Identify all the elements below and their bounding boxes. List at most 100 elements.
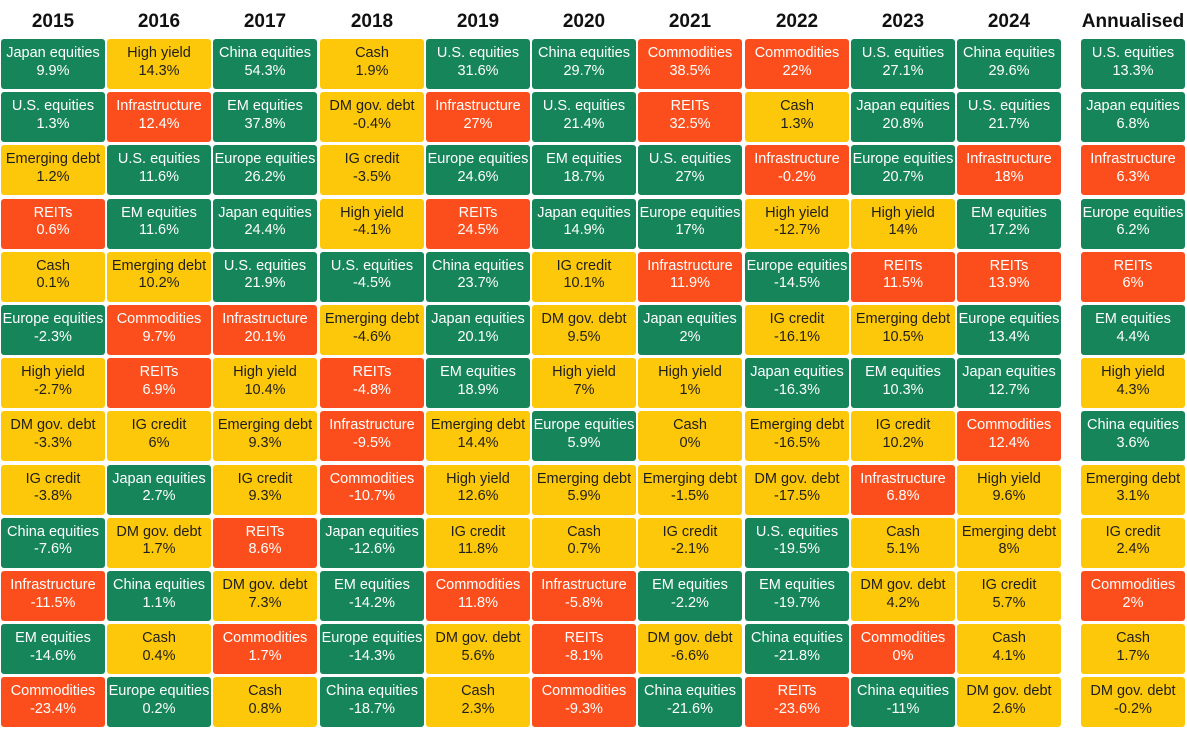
table-cell: REITs 32.5% — [638, 92, 742, 143]
table-cell: DM gov. debt -6.6% — [638, 624, 742, 675]
asset-class-label: Commodities — [541, 683, 627, 700]
table-cell: Japan equities -16.3% — [745, 358, 849, 409]
table-cell: EM equities 37.8% — [213, 92, 317, 143]
table-cell: Europe equities 13.4% — [957, 305, 1061, 355]
table-cell: Cash 1.9% — [320, 39, 424, 89]
asset-class-label: High yield — [1101, 364, 1165, 381]
return-value: -2.3% — [34, 328, 72, 345]
table-cell: Cash 5.1% — [851, 517, 955, 568]
asset-class-label: China equities — [1087, 417, 1179, 434]
table-cell: Infrastructure -11.5% — [1, 571, 105, 621]
asset-class-label: Europe equities — [852, 151, 954, 168]
return-value: 3.1% — [1116, 488, 1150, 505]
table-cell: Europe equities 20.7% — [851, 145, 955, 196]
asset-class-label: Commodities — [329, 470, 415, 487]
table-cell: Japan equities 9.9% — [1, 39, 105, 89]
return-value: -16.5% — [774, 434, 820, 451]
column-header: 2019 — [456, 11, 500, 32]
return-value: 12.6% — [457, 488, 499, 505]
table-cell: China equities 1.1% — [107, 571, 211, 621]
asset-class-label: DM gov. debt — [329, 98, 415, 115]
return-value: -4.8% — [353, 381, 391, 398]
table-cell: Emerging debt 10.2% — [107, 251, 211, 302]
table-cell: Emerging debt 5.9% — [532, 464, 636, 515]
return-value: 20.8% — [882, 115, 924, 132]
table-cell: Infrastructure 18% — [957, 145, 1061, 196]
return-value: -17.5% — [774, 488, 820, 505]
asset-class-label: Infrastructure — [222, 311, 308, 327]
column-header: 2021 — [668, 11, 712, 32]
asset-class-label: REITs — [564, 630, 604, 647]
asset-class-label: China equities — [219, 45, 311, 61]
asset-class-label: IG credit — [1105, 523, 1161, 540]
asset-class-label: China equities — [963, 45, 1055, 61]
table-cell: High yield 1% — [638, 358, 742, 409]
asset-class-label: High yield — [871, 204, 935, 221]
table-cell: China equities 54.3% — [213, 39, 317, 89]
return-value: 0% — [679, 434, 701, 451]
asset-class-label: Cash — [355, 45, 389, 61]
asset-class-label: Cash — [567, 523, 601, 540]
asset-class-label: EM equities — [546, 151, 622, 168]
return-value: 24.6% — [457, 168, 499, 185]
table-cell: REITs 13.9% — [957, 251, 1061, 302]
asset-class-label: Emerging debt — [111, 257, 207, 274]
return-value: 2% — [679, 328, 701, 345]
asset-class-label: Infrastructure — [10, 577, 96, 593]
return-value: 6.8% — [886, 488, 920, 505]
table-cell: U.S. equities 13.3% — [1081, 39, 1185, 89]
asset-class-label: Cash — [673, 417, 707, 434]
table-cell: Commodities 0% — [851, 624, 955, 675]
table-cell: Commodities 1.7% — [213, 624, 317, 675]
asset-class-label: U.S. equities — [967, 98, 1051, 115]
table-cell: IG credit -3.5% — [320, 145, 424, 196]
return-value: 13.4% — [988, 328, 1030, 345]
return-value: 0% — [892, 647, 914, 664]
return-value: 5.9% — [567, 488, 601, 505]
table-cell: Cash 0% — [638, 411, 742, 462]
return-value: 2% — [1122, 594, 1144, 611]
return-value: 2.3% — [461, 700, 495, 717]
return-value: 14.4% — [457, 434, 499, 451]
return-value: 27% — [463, 115, 493, 132]
table-cell: Infrastructure 12.4% — [107, 92, 211, 143]
return-value: 10.4% — [244, 381, 286, 398]
return-value: -18.7% — [349, 700, 395, 717]
table-cell: High yield 14% — [851, 198, 955, 249]
table-cell: IG credit 5.7% — [957, 571, 1061, 621]
asset-class-label: DM gov. debt — [754, 470, 840, 487]
return-value: 27% — [675, 168, 705, 185]
table-cell: REITs -23.6% — [745, 677, 849, 728]
return-value: -11.5% — [30, 594, 76, 611]
return-value: 23.7% — [457, 275, 499, 292]
table-cell: U.S. equities 31.6% — [426, 39, 530, 89]
asset-class-label: DM gov. debt — [116, 523, 202, 540]
table-cell: Commodities 9.7% — [107, 305, 211, 355]
table-cell: Japan equities 2% — [638, 305, 742, 355]
return-value: 13.9% — [988, 275, 1030, 292]
column-header: 2016 — [137, 11, 181, 32]
asset-class-label: REITs — [777, 683, 817, 700]
table-cell: Commodities -10.7% — [320, 464, 424, 515]
return-value: 8.6% — [248, 541, 282, 558]
return-value: -0.4% — [353, 115, 391, 132]
table-cell: IG credit -2.1% — [638, 517, 742, 568]
asset-class-label: IG credit — [556, 257, 612, 274]
table-cell: DM gov. debt 1.7% — [107, 517, 211, 568]
asset-class-label: Japan equities — [537, 204, 631, 221]
table-cell: EM equities 4.4% — [1081, 305, 1185, 355]
return-value: 31.6% — [457, 62, 499, 79]
table-cell: Europe equities 24.6% — [426, 145, 530, 196]
table-cell: REITs 6% — [1081, 251, 1185, 302]
asset-class-label: Commodities — [435, 577, 521, 593]
asset-class-label: EM equities — [440, 364, 516, 381]
asset-class-label: REITs — [352, 364, 392, 381]
table-cell: REITs 11.5% — [851, 251, 955, 302]
asset-class-label: Commodities — [10, 683, 96, 700]
table-cell: China equities 3.6% — [1081, 411, 1185, 462]
return-value: 24.5% — [457, 222, 499, 239]
return-value: 13.3% — [1112, 62, 1154, 79]
asset-class-label: REITs — [670, 98, 710, 115]
table-cell: Japan equities 6.8% — [1081, 92, 1185, 143]
return-value: 6.9% — [142, 381, 176, 398]
